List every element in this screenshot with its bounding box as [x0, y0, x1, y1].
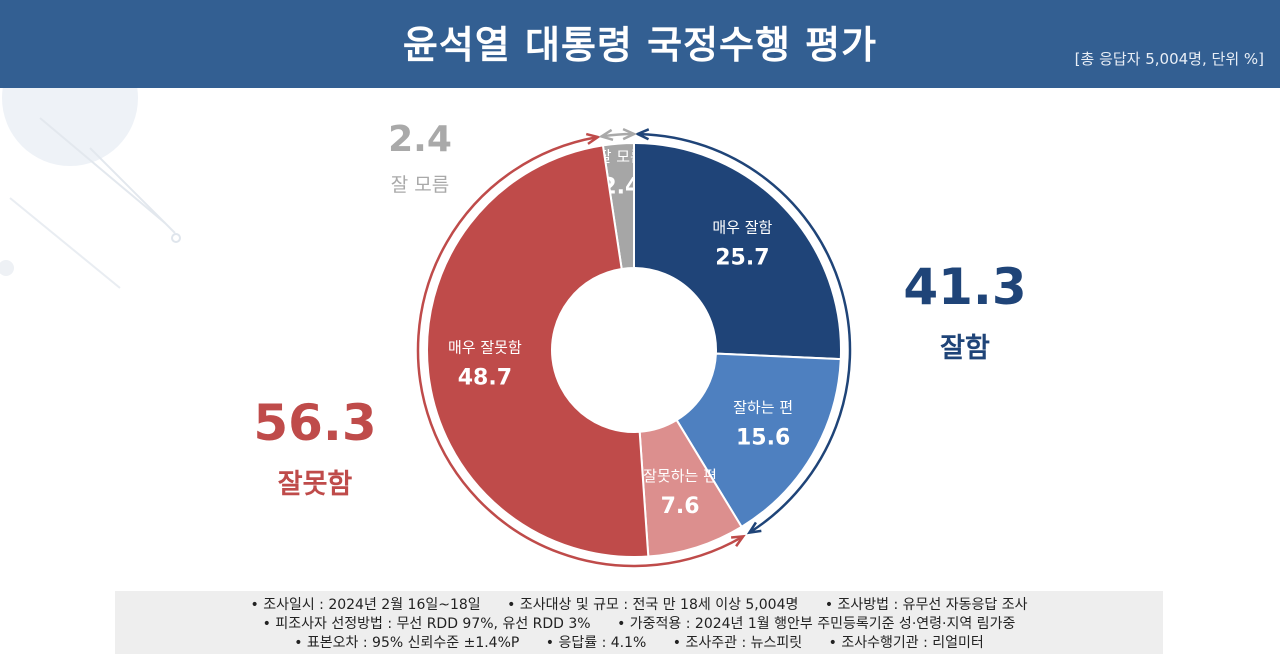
survey-info-line-3: 표본오차 : 95% 신뢰수준 ±1.4%P 응답률 : 4.1% 조사주관 :…	[115, 632, 1163, 652]
survey-info-line-1: 조사일시 : 2024년 2월 16일~18일 조사대상 및 규모 : 전국 만…	[115, 594, 1163, 614]
good-arc	[639, 132, 852, 533]
dont-know-arc-arrowhead	[598, 128, 614, 142]
slice-label: 매우 잘못함	[448, 338, 522, 356]
good-total-label: 잘함	[940, 333, 990, 364]
good-arc-arrowhead	[746, 521, 762, 535]
survey-response-rate: 응답률 : 4.1%	[546, 635, 647, 651]
background-decoration	[0, 88, 181, 289]
bad-arc-arrowhead	[585, 132, 601, 145]
slice-value: 25.7	[715, 245, 769, 270]
survey-error: 표본오차 : 95% 신뢰수준 ±1.4%P	[294, 635, 519, 651]
slice-label: 잘 모름	[598, 147, 644, 165]
survey-weighting: 가중적용 : 2024년 1월 행안부 주민등록기준 성·연령·지역 림가중	[617, 616, 1015, 632]
bad-arc	[416, 136, 743, 568]
good-summary: 41.3 잘함	[895, 262, 1035, 365]
survey-sponsor: 조사주관 : 뉴스피릿	[673, 635, 802, 651]
slice-label: 매우 잘함	[712, 218, 772, 236]
bad-arc-arrowhead	[730, 534, 746, 547]
slice-value: 48.7	[458, 365, 512, 390]
survey-method: 조사방법 : 유무선 자동응답 조사	[825, 597, 1028, 613]
slice-label: 잘못하는 편	[643, 467, 717, 485]
bad-summary: 56.3 잘못함	[245, 398, 385, 501]
bad-total-label: 잘못함	[277, 469, 353, 500]
survey-date: 조사일시 : 2024년 2월 16일~18일	[250, 597, 480, 613]
survey-target: 조사대상 및 규모 : 전국 만 18세 이상 5,004명	[507, 597, 798, 613]
dont-know-arc-arrowhead	[622, 127, 638, 141]
dont-know-total-label: 잘 모름	[390, 174, 450, 196]
page-title: 윤석열 대통령 국정수행 평가	[402, 23, 878, 67]
dont-know-summary: 2.4 잘 모름	[370, 122, 470, 197]
good-arc-arrowhead	[634, 128, 650, 141]
bad-total-value: 56.3	[253, 394, 377, 452]
unit-note: [총 응답자 5,004명, 단위 %]	[1074, 50, 1264, 68]
survey-agency: 조사수행기관 : 리얼미터	[829, 635, 984, 651]
slice-value: 15.6	[736, 425, 790, 450]
title-bar: 윤석열 대통령 국정수행 평가 [총 응답자 5,004명, 단위 %]	[0, 0, 1280, 88]
survey-info-box: 조사일시 : 2024년 2월 16일~18일 조사대상 및 규모 : 전국 만…	[115, 591, 1163, 654]
good-total-value: 41.3	[903, 258, 1027, 316]
slice-label: 잘하는 편	[733, 398, 793, 416]
dont-know-total-value: 2.4	[388, 119, 452, 160]
donut-slice	[675, 352, 842, 529]
survey-sampling: 피조사자 선정방법 : 무선 RDD 97%, 유선 RDD 3%	[263, 616, 591, 632]
survey-info-line-2: 피조사자 선정방법 : 무선 RDD 97%, 유선 RDD 3% 가중적용 :…	[115, 613, 1163, 633]
donut-slice	[633, 141, 842, 361]
donut-slice	[426, 144, 650, 558]
slice-value: 7.6	[661, 494, 700, 519]
